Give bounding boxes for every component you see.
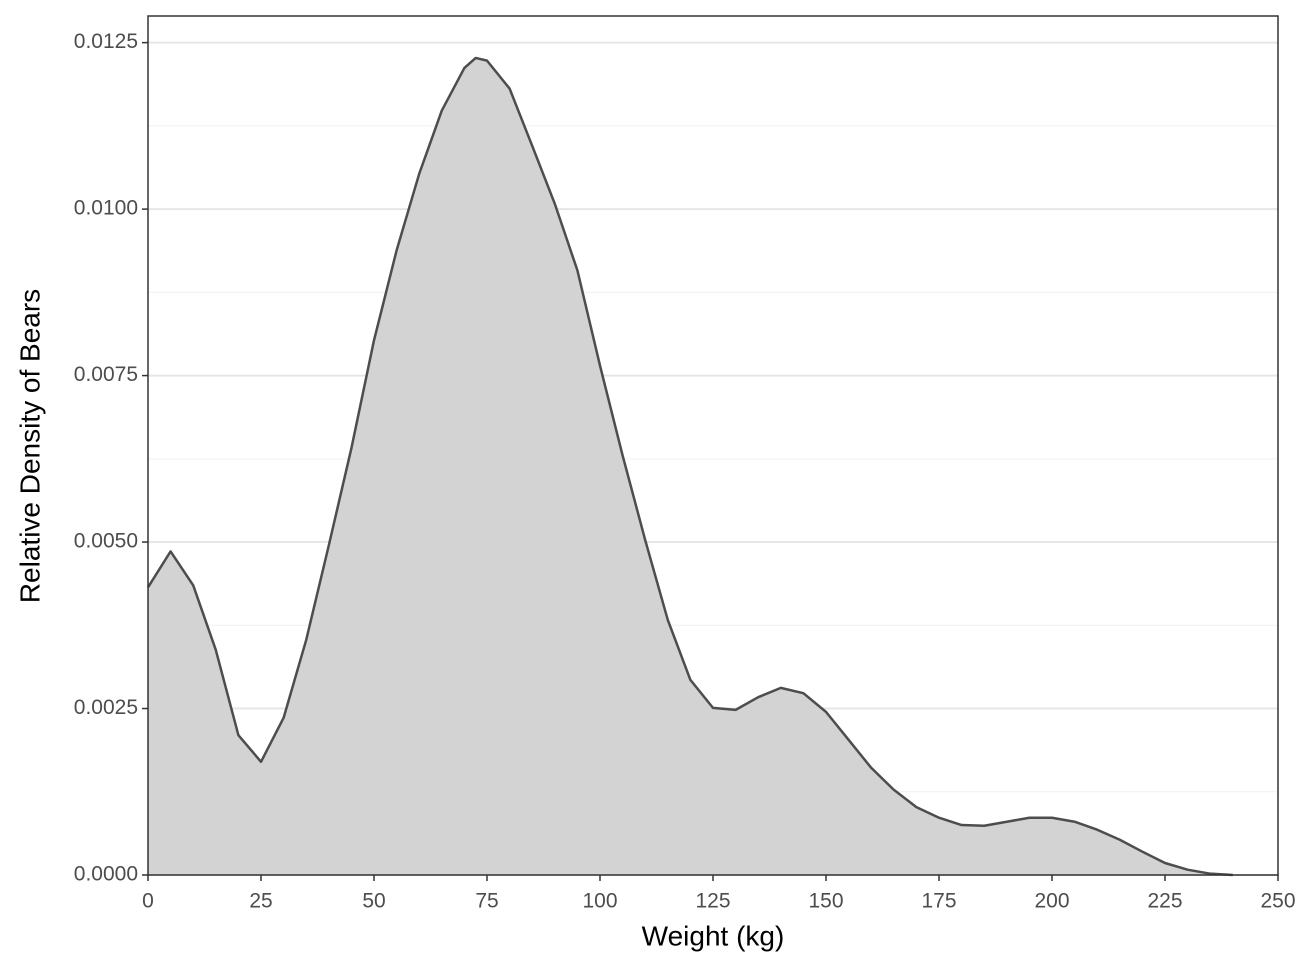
y-axis-title: Relative Density of Bears (14, 289, 45, 603)
y-tick-label: 0.0125 (74, 30, 138, 53)
x-tick-label: 225 (1147, 890, 1182, 913)
x-tick-label: 100 (582, 890, 617, 913)
y-tick-label: 0.0025 (74, 696, 138, 719)
x-tick-label: 75 (475, 890, 498, 913)
x-tick-label: 175 (921, 890, 956, 913)
y-tick-label: 0.0075 (74, 363, 138, 386)
x-tick-label: 200 (1034, 890, 1069, 913)
x-tick-label: 0 (142, 890, 154, 913)
y-tick-label: 0.0000 (74, 863, 138, 886)
x-tick-label: 50 (362, 890, 385, 913)
x-tick-label: 250 (1260, 890, 1295, 913)
y-tick-label: 0.0050 (74, 530, 138, 553)
x-axis-title: Weight (kg) (642, 920, 785, 951)
density-area (148, 57, 1233, 875)
x-tick-label: 150 (808, 890, 843, 913)
density-line (146, 56, 1233, 877)
y-tick-label: 0.0100 (74, 197, 138, 220)
x-tick-label: 25 (249, 890, 272, 913)
x-tick-label: 125 (695, 890, 730, 913)
